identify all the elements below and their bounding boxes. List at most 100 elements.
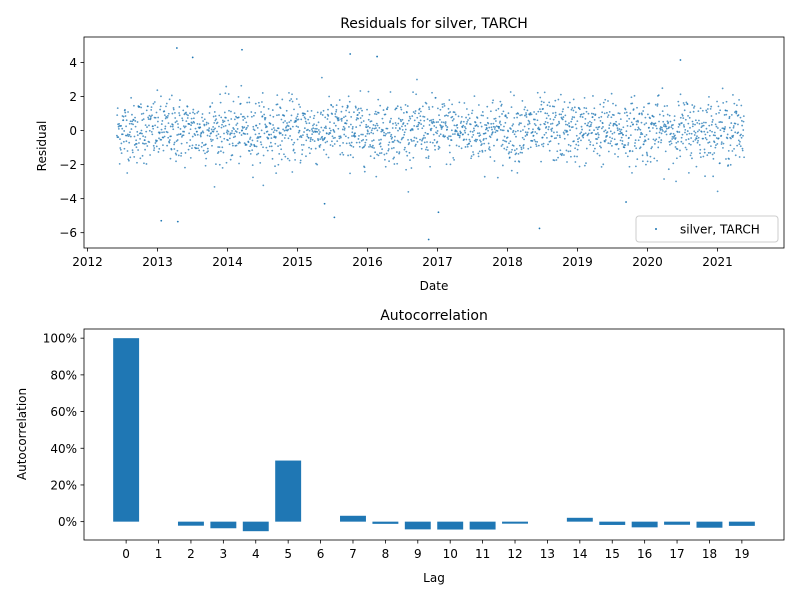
residual-point	[634, 139, 637, 142]
residual-point	[208, 112, 211, 114]
residual-point	[148, 141, 151, 144]
residuals-plot-frame	[83, 36, 785, 249]
residual-point	[343, 128, 346, 131]
residual-point	[718, 121, 721, 124]
residual-point	[189, 139, 192, 141]
residual-point	[725, 113, 728, 116]
residual-point	[416, 78, 418, 81]
residual-point	[477, 152, 480, 155]
residual-point	[334, 113, 337, 115]
residual-point	[556, 123, 559, 126]
residual-point	[254, 111, 257, 114]
residual-point	[702, 124, 705, 127]
residual-point	[483, 175, 486, 178]
residual-point	[674, 146, 677, 148]
autocorrelation-bar	[404, 521, 431, 530]
residual-point	[184, 166, 186, 169]
residual-point	[648, 126, 650, 129]
residual-point	[121, 133, 124, 136]
residual-point	[194, 127, 197, 130]
residual-point	[290, 114, 293, 117]
residual-point	[419, 138, 421, 141]
residual-point	[364, 141, 367, 144]
residual-point	[418, 107, 421, 110]
residual-point	[253, 129, 256, 132]
residual-point	[726, 137, 729, 140]
residual-point	[138, 142, 140, 144]
residual-point	[372, 144, 374, 147]
residual-point	[688, 116, 691, 119]
residual-point	[392, 141, 395, 143]
residual-point	[660, 141, 662, 144]
residual-point	[547, 114, 550, 117]
residual-point	[660, 126, 663, 129]
residual-point	[548, 149, 551, 152]
residual-point	[585, 107, 588, 110]
residual-point	[488, 146, 491, 149]
residual-point	[629, 149, 631, 152]
residual-point	[584, 117, 587, 120]
residual-point	[456, 124, 459, 126]
residual-point	[159, 108, 162, 111]
residual-point	[386, 106, 389, 109]
residual-point	[722, 102, 725, 104]
lag-tick-label: 9	[414, 547, 422, 561]
residual-point	[675, 180, 677, 183]
residual-point	[324, 141, 327, 144]
residual-point	[666, 113, 669, 116]
residual-point	[261, 115, 264, 117]
residual-point	[623, 146, 626, 149]
residual-point	[314, 147, 317, 150]
residual-point	[289, 128, 292, 130]
residual-point	[202, 120, 204, 122]
residual-point	[344, 135, 347, 138]
residual-point	[146, 126, 148, 128]
residual-point	[181, 119, 184, 122]
residual-point	[686, 133, 688, 136]
residual-point	[303, 116, 306, 119]
residual-point	[646, 113, 649, 116]
residual-point	[223, 137, 226, 140]
residual-point	[494, 131, 497, 134]
residual-point	[188, 145, 191, 147]
residual-point	[131, 151, 134, 154]
residual-point	[118, 162, 121, 165]
residual-point	[286, 122, 288, 124]
residual-point	[523, 138, 525, 141]
residual-point	[682, 102, 685, 104]
residual-point	[525, 112, 527, 114]
residual-point	[387, 148, 390, 150]
residual-point	[258, 122, 261, 125]
residual-point	[490, 126, 493, 129]
residual-point	[573, 155, 576, 158]
residual-point	[154, 116, 157, 119]
residual-point	[594, 147, 596, 150]
residual-point	[347, 154, 349, 157]
residual-point	[335, 104, 338, 107]
residual-point	[353, 134, 356, 136]
residual-point	[159, 105, 162, 108]
residual-point	[620, 136, 623, 139]
residual-point	[527, 147, 530, 150]
residual-point	[172, 123, 174, 126]
residual-point	[244, 133, 247, 135]
residual-point	[302, 114, 305, 117]
residual-point	[214, 115, 217, 117]
residual-point	[210, 140, 213, 143]
residual-point	[523, 125, 526, 128]
residual-point	[669, 140, 672, 143]
residual-point	[710, 123, 713, 126]
residual-point	[160, 128, 163, 131]
residual-point	[546, 112, 549, 115]
residual-point	[698, 143, 701, 146]
residual-point	[167, 122, 170, 125]
residual-point	[149, 117, 152, 120]
residual-point	[602, 125, 604, 128]
residual-point	[363, 166, 366, 169]
residual-point	[552, 118, 555, 121]
residual-point	[212, 115, 215, 118]
residual-point	[654, 139, 657, 142]
residual-point	[135, 139, 138, 142]
residual-point	[336, 116, 338, 119]
residual-point	[719, 109, 722, 112]
